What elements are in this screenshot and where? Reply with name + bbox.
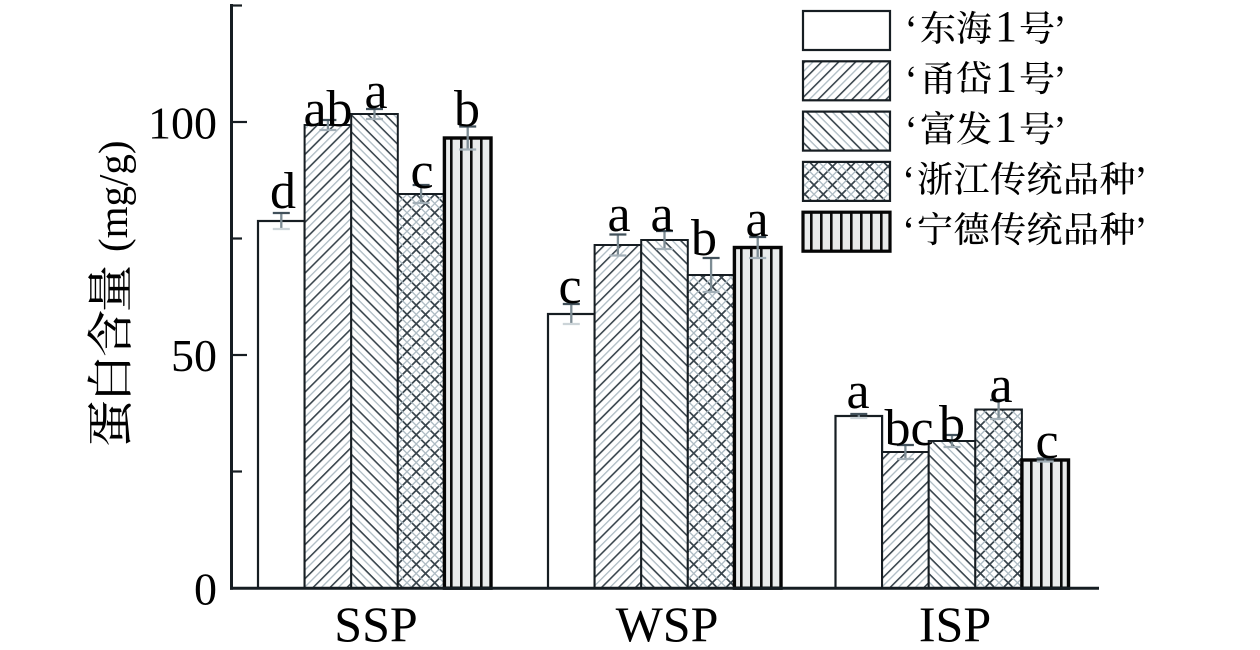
svg-text:WSP: WSP bbox=[616, 596, 719, 650]
svg-text:100: 100 bbox=[148, 98, 217, 149]
svg-text:ISP: ISP bbox=[919, 596, 991, 650]
svg-text:b: b bbox=[454, 81, 480, 138]
svg-text:b: b bbox=[691, 210, 717, 267]
svg-text:c: c bbox=[1035, 413, 1058, 470]
svg-text:1: 1 bbox=[995, 103, 1017, 152]
svg-text:(mg/g): (mg/g) bbox=[90, 140, 136, 252]
svg-text:0: 0 bbox=[194, 564, 217, 615]
svg-text:a: a bbox=[989, 357, 1012, 414]
svg-text:SSP: SSP bbox=[334, 596, 417, 650]
svg-text:a: a bbox=[745, 191, 768, 248]
svg-text:1: 1 bbox=[995, 2, 1017, 51]
svg-text:a: a bbox=[364, 63, 387, 120]
svg-text:a: a bbox=[650, 186, 673, 243]
svg-text:ab: ab bbox=[303, 81, 352, 138]
svg-text:a: a bbox=[607, 186, 630, 243]
svg-text:c: c bbox=[558, 258, 581, 315]
svg-text:50: 50 bbox=[171, 330, 217, 381]
svg-text:c: c bbox=[410, 143, 433, 200]
svg-text:bc: bc bbox=[884, 400, 933, 457]
svg-text:d: d bbox=[270, 163, 296, 220]
svg-text:a: a bbox=[846, 363, 869, 420]
svg-text:1: 1 bbox=[995, 52, 1017, 101]
svg-text:b: b bbox=[939, 396, 965, 453]
